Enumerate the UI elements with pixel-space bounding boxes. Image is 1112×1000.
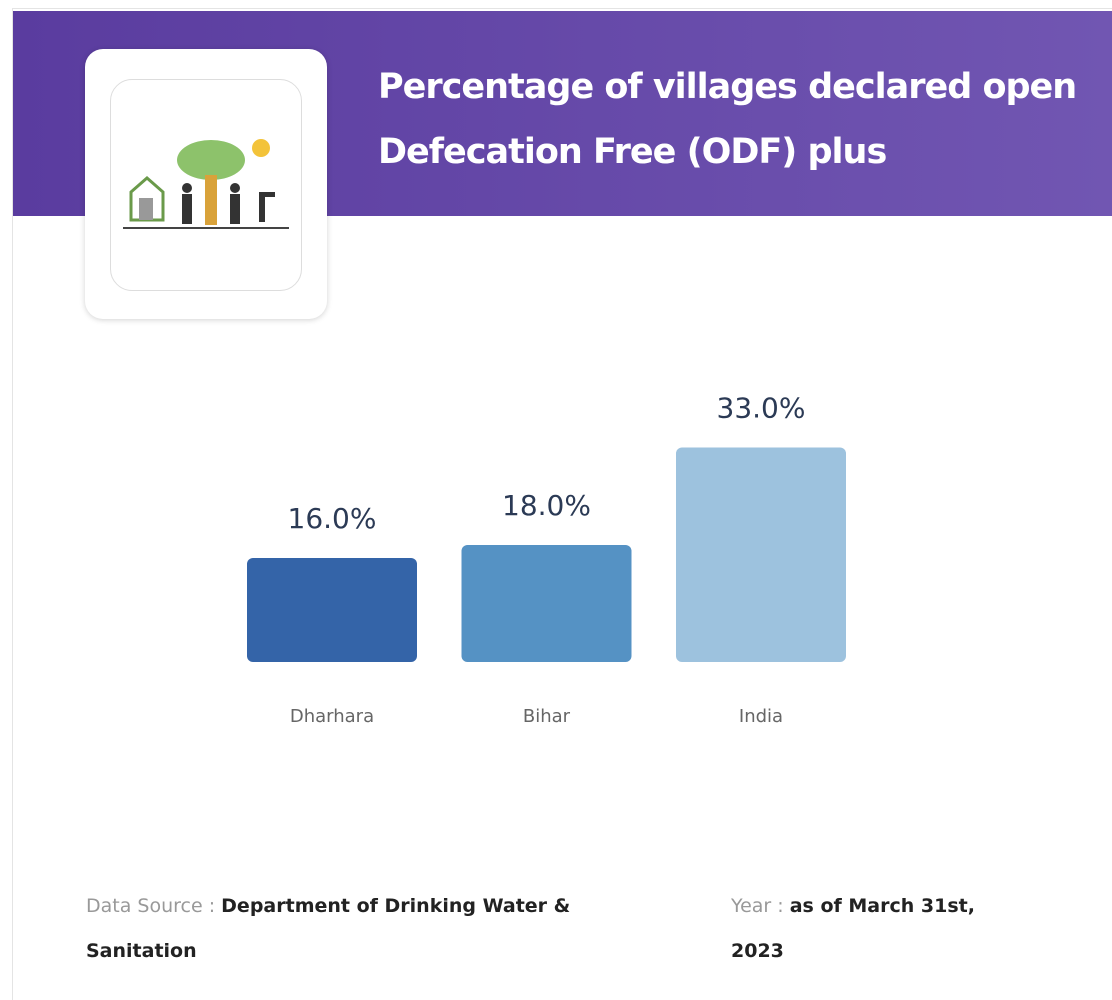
- bar: [247, 558, 417, 662]
- value-label: 33.0%: [717, 392, 806, 425]
- bar: [462, 545, 632, 662]
- year: Year : as of March 31st, 2023: [731, 884, 1031, 974]
- bar: [676, 448, 846, 663]
- chart: 16.0% Dharhara 18.0% Bihar 33.0% India: [13, 9, 1112, 869]
- value-label: 18.0%: [502, 489, 591, 522]
- card: Percentage of villages declared open Def…: [12, 8, 1112, 1000]
- value-label: 16.0%: [288, 502, 377, 535]
- x-tick-label: India: [739, 706, 783, 727]
- source-label: Data Source :: [86, 895, 215, 917]
- data-source: Data Source : Department of Drinking Wat…: [86, 884, 656, 974]
- x-tick-label: Dharhara: [290, 706, 374, 727]
- x-tick-label: Bihar: [523, 706, 571, 727]
- year-label: Year :: [731, 895, 784, 917]
